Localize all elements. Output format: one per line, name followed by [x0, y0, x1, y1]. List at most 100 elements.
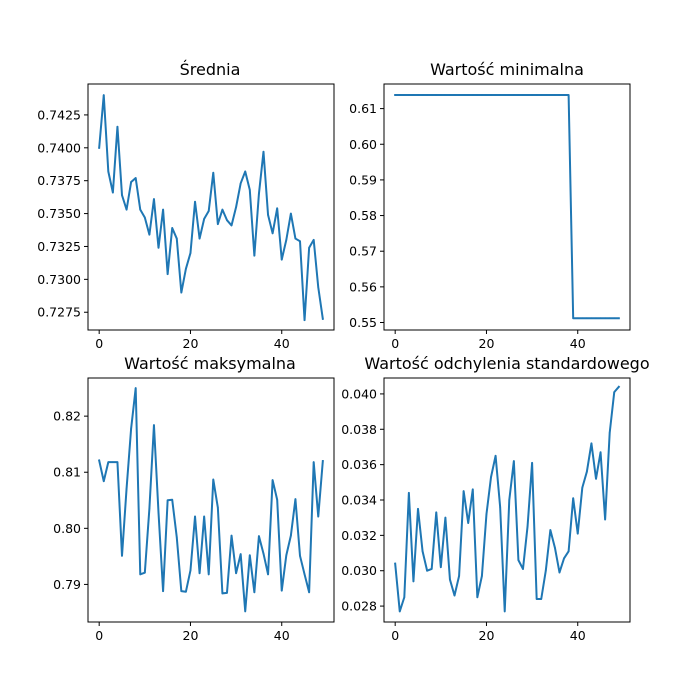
data-point: [180, 590, 183, 592]
data-point: [166, 273, 169, 275]
data-point: [244, 610, 247, 613]
data-point: [618, 317, 620, 320]
data-point: [572, 497, 574, 500]
data-point: [107, 170, 110, 173]
y-tick-label: 0.57: [349, 244, 377, 259]
data-point: [412, 94, 415, 96]
x-tick-label: 20: [183, 628, 199, 643]
data-point: [503, 610, 506, 613]
data-point: [248, 554, 251, 557]
data-point: [522, 568, 524, 570]
data-point: [494, 455, 497, 457]
data-point: [481, 575, 483, 577]
data-point: [430, 568, 433, 570]
data-point: [144, 571, 146, 574]
data-point: [175, 536, 178, 539]
data-point: [563, 94, 565, 96]
data-point: [134, 177, 137, 179]
y-tick-label: 0.81: [53, 465, 81, 480]
subplot-std: Wartość odchylenia standardowego 0 20 40 0.…: [341, 354, 649, 643]
data-point: [558, 571, 561, 574]
data-point: [194, 200, 196, 203]
data-point: [517, 94, 520, 96]
data-point: [171, 227, 174, 229]
data-point: [189, 252, 192, 254]
data-point: [608, 432, 611, 434]
x-tick-label: 0: [391, 628, 399, 643]
data-point: [608, 317, 611, 320]
data-point: [408, 94, 410, 96]
data-point: [576, 317, 579, 320]
data-point: [230, 224, 233, 227]
data-point: [198, 237, 201, 240]
plot-frame: [87, 377, 335, 623]
y-tick-label: 0.028: [341, 599, 377, 614]
data-point: [262, 552, 265, 555]
data-point: [599, 451, 602, 454]
data-point: [262, 150, 265, 153]
data-point: [444, 516, 447, 519]
y-tick-label: 0.80: [53, 521, 81, 536]
data-point: [544, 569, 547, 572]
data-point: [112, 191, 114, 194]
y-tick-label: 0.030: [341, 563, 377, 578]
data-point: [599, 317, 602, 320]
data-point: [239, 182, 242, 185]
chart-title: Wartość maksymalna: [124, 354, 296, 373]
data-point: [595, 477, 597, 480]
data-point: [421, 550, 424, 553]
data-point: [98, 459, 100, 462]
data-point: [462, 490, 465, 492]
data-point: [394, 562, 396, 565]
data-point: [121, 555, 123, 557]
data-point: [125, 208, 128, 211]
subplot-min: Wartość minimalna 0 20 40 0.55 0.56 0.57 0.58 0…: [349, 60, 631, 351]
chart-title: Wartość odchylenia standardowego: [364, 354, 649, 373]
data-point: [490, 476, 492, 478]
y-tick-label: 0.040: [341, 386, 377, 401]
data-point: [271, 479, 274, 481]
data-point: [212, 478, 215, 481]
data-point: [398, 610, 401, 613]
data-point: [403, 94, 406, 96]
data-point: [290, 534, 292, 537]
data-point: [476, 596, 479, 599]
data-point: [590, 442, 593, 445]
data-point: [563, 557, 565, 560]
data-point: [98, 147, 100, 149]
data-point: [267, 214, 269, 216]
data-point: [217, 223, 219, 225]
y-tick-label: 0.7375: [37, 173, 81, 188]
data-point: [134, 387, 137, 389]
data-point: [576, 532, 579, 535]
data-point: [217, 506, 219, 509]
y-tick-label: 0.55: [349, 315, 377, 330]
y-tick-label: 0.56: [349, 279, 377, 294]
data-point: [540, 94, 543, 96]
data-point: [121, 194, 123, 196]
y-tick-label: 0.7350: [37, 206, 81, 221]
data-point: [162, 590, 164, 592]
chart-title: Średnia: [180, 60, 241, 79]
data-point: [308, 591, 310, 594]
data-point: [471, 94, 474, 96]
data-point: [613, 391, 616, 393]
data-point: [303, 573, 306, 576]
data-point: [322, 318, 324, 320]
data-point: [467, 522, 470, 524]
data-point: [604, 317, 606, 320]
data-point: [444, 94, 447, 96]
data-point: [171, 498, 174, 501]
x-tick-label: 20: [183, 336, 199, 351]
data-point: [116, 125, 119, 128]
data-point: [499, 94, 501, 96]
data-point: [398, 94, 401, 96]
data-point: [503, 94, 506, 96]
data-point: [572, 317, 574, 320]
data-point: [175, 237, 178, 240]
series-line: [97, 387, 324, 613]
data-point: [198, 572, 201, 574]
data-point: [535, 94, 538, 96]
data-point: [581, 317, 584, 320]
